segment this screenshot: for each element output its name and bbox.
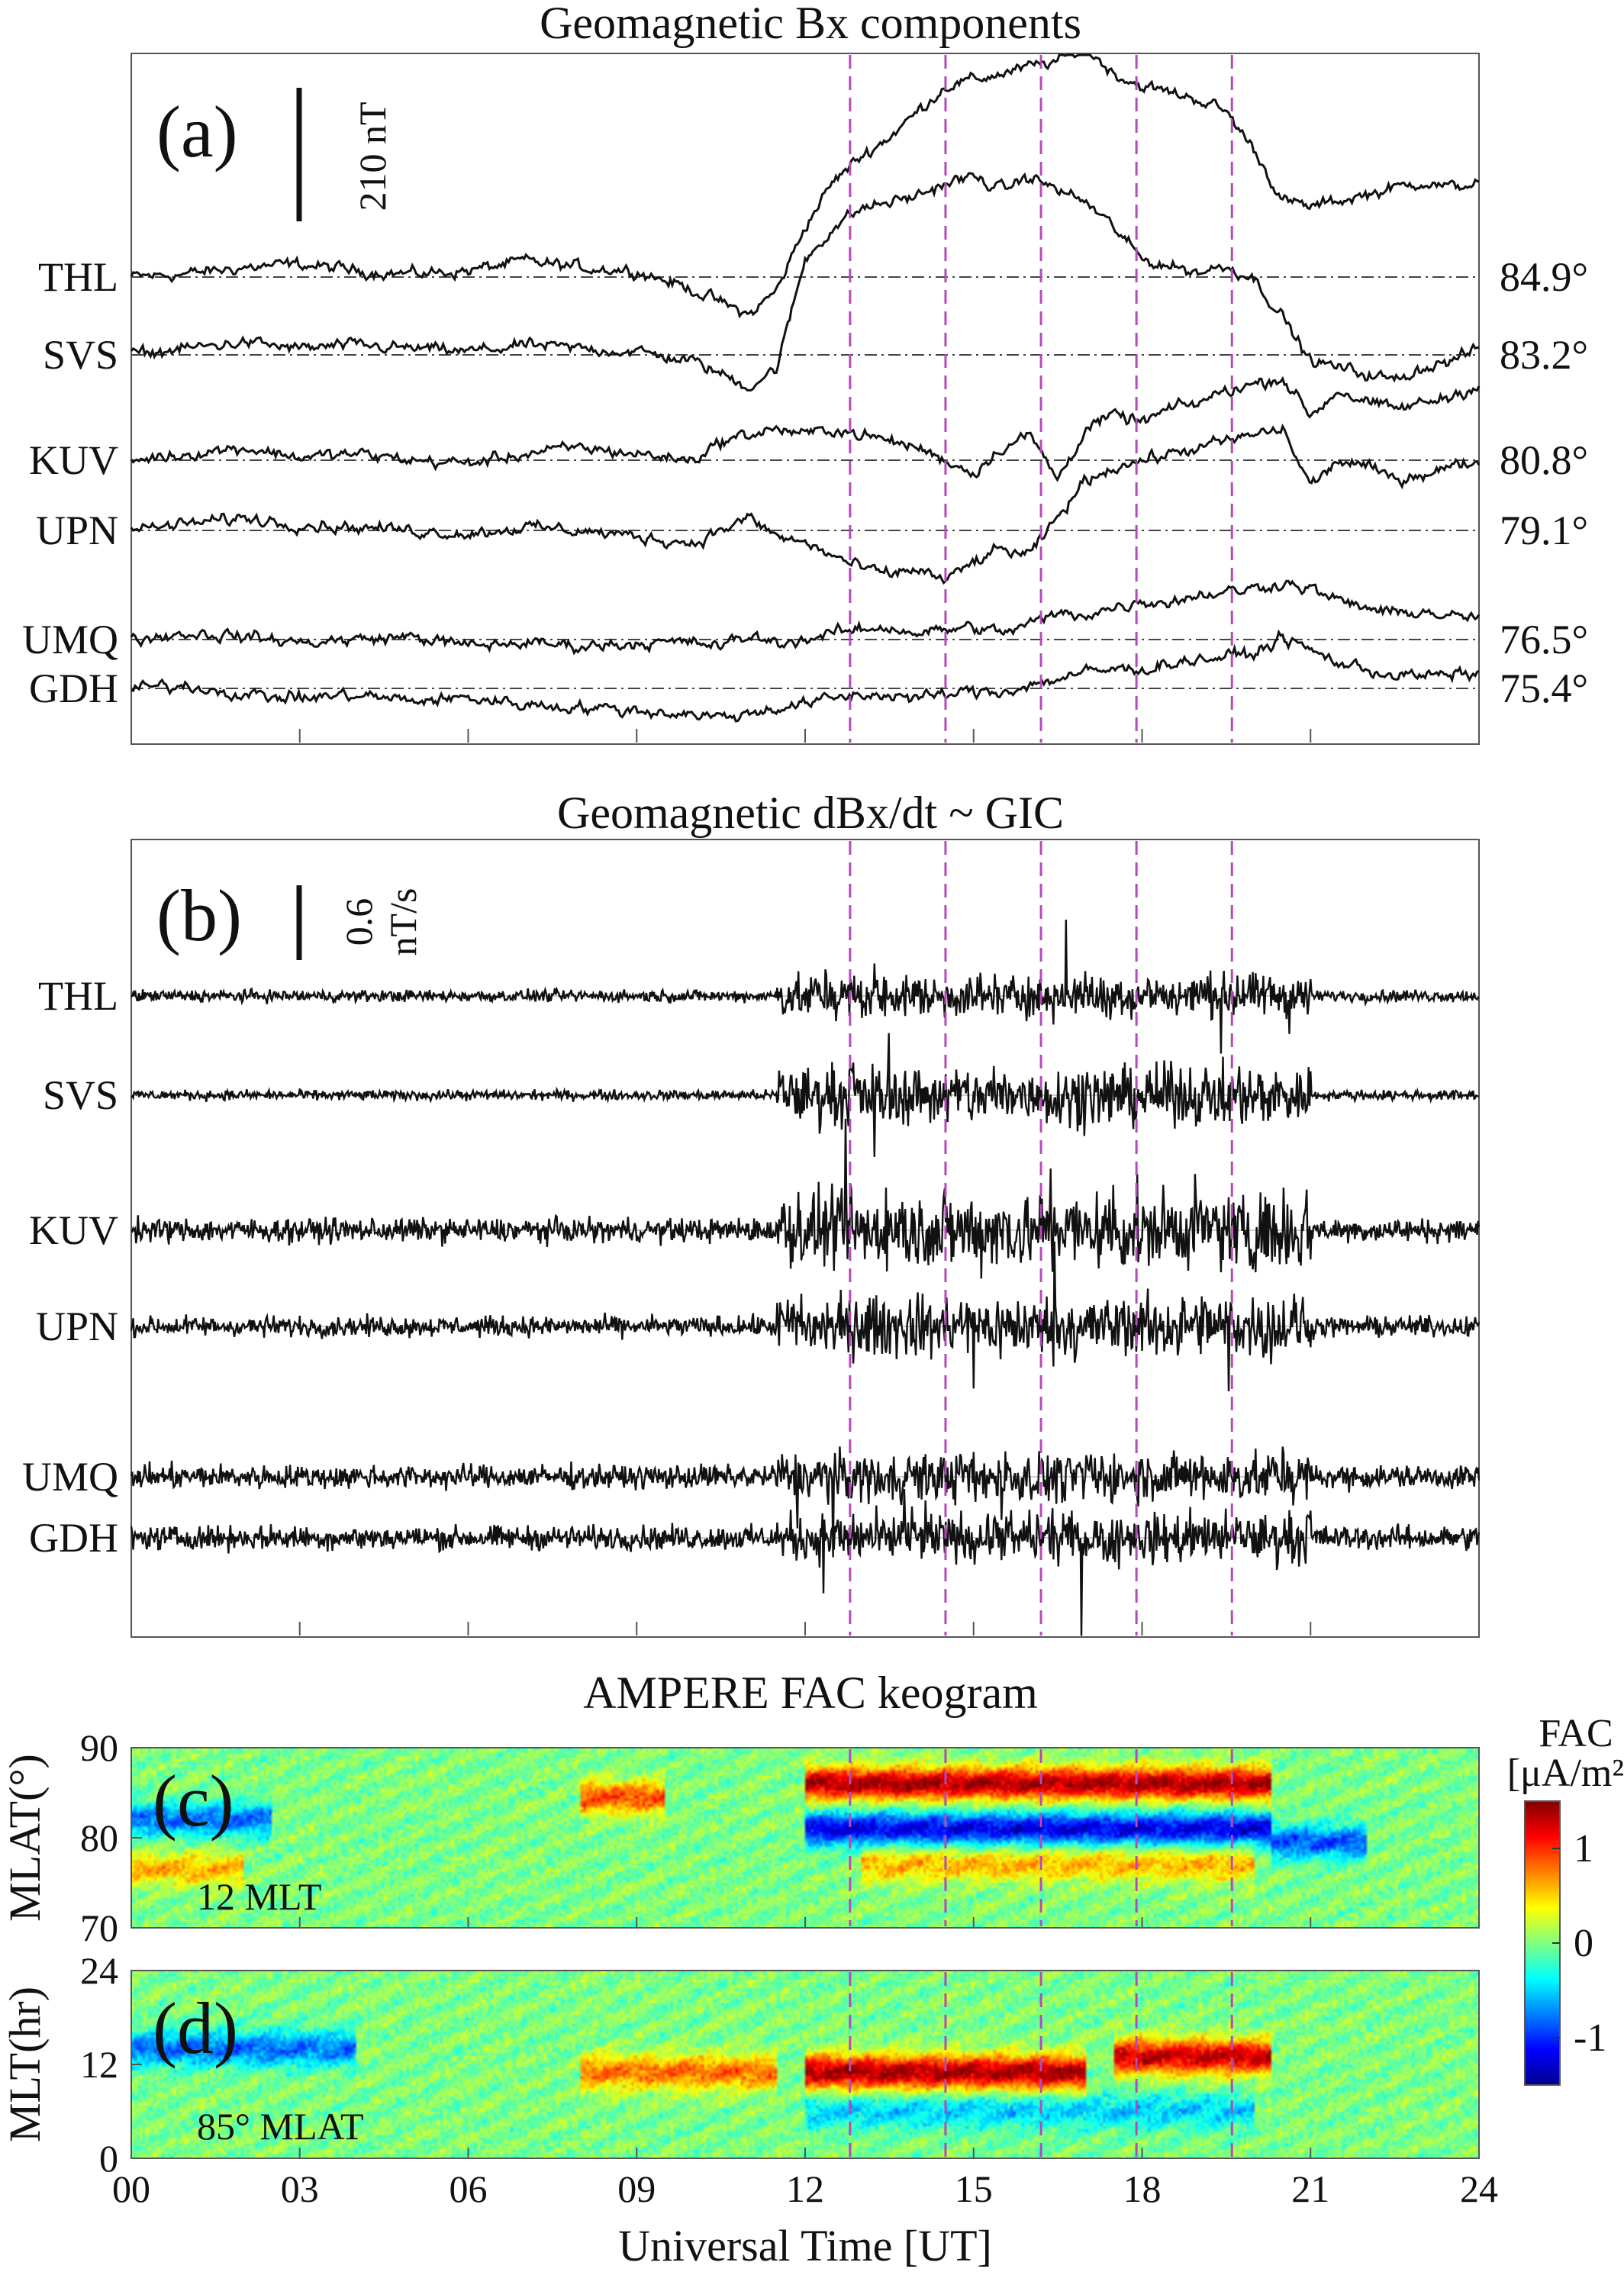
panel-b-event-lines bbox=[849, 841, 1233, 1636]
station-label-upn: UPN bbox=[36, 508, 118, 553]
station-label-b-upn: UPN bbox=[36, 1304, 118, 1349]
panel-a-frame bbox=[130, 53, 1480, 745]
colorbar-label-name: FAC bbox=[1539, 1712, 1613, 1755]
trace-a-thl bbox=[130, 53, 1480, 319]
y-tick-label: 0 bbox=[99, 2137, 118, 2180]
trace-a-gdh bbox=[130, 629, 1480, 723]
y-tick-label: 70 bbox=[80, 1906, 118, 1949]
station-mlat-kuv: 80.8° bbox=[1500, 437, 1588, 483]
panel-d-x-ticks bbox=[130, 2148, 1480, 2158]
panel-c-keogram-12mlt: 70 80 90 (c) 12 MLT MLAT(°) bbox=[0, 1726, 1480, 1949]
trace-b-thl bbox=[130, 920, 1480, 1054]
station-label-umq: UMQ bbox=[22, 617, 118, 662]
panel-a-label: (a) bbox=[156, 91, 238, 172]
station-label-b-svs: SVS bbox=[43, 1072, 118, 1118]
colorbar: 1 0 -1 FAC [μA/m²] bbox=[1507, 1712, 1624, 2086]
trace-b-svs bbox=[130, 1033, 1480, 1157]
panel-a-title: Geomagnetic Bx components bbox=[540, 0, 1081, 48]
station-label-b-umq: UMQ bbox=[22, 1454, 118, 1500]
station-label-b-kuv: KUV bbox=[29, 1207, 118, 1253]
panel-b-x-ticks bbox=[130, 1622, 1480, 1636]
y-tick-label: 90 bbox=[80, 1726, 118, 1769]
panel-b-dbdt: THL SVS KUV UPN UMQ GDH (b) 0.6 nT/s bbox=[22, 839, 1481, 1638]
panel-c-annotation: 12 MLT bbox=[197, 1875, 321, 1918]
panel-c-label: (c) bbox=[153, 1760, 234, 1842]
trace-a-svs bbox=[130, 172, 1480, 392]
panel-d-y-ticks: 0 12 24 bbox=[80, 1949, 142, 2180]
x-tick-label-09: 09 bbox=[617, 2167, 656, 2210]
station-label-thl: THL bbox=[38, 254, 118, 300]
panel-c-ylabel: MLAT(°) bbox=[0, 1754, 50, 1922]
colorbar-tick-label: 0 bbox=[1574, 1922, 1593, 1965]
panel-d-heatmap bbox=[131, 1971, 1479, 2158]
panel-b-scale-unit: nT/s bbox=[382, 888, 424, 956]
x-tick-label-00: 00 bbox=[112, 2167, 150, 2210]
panel-c-y-ticks: 70 80 90 bbox=[80, 1726, 142, 1949]
panel-d-label: (d) bbox=[153, 1987, 238, 2069]
panel-c-title: AMPERE FAC keogram bbox=[583, 1668, 1038, 1718]
panel-d-event-lines bbox=[849, 1972, 1233, 2157]
panel-a-bx: THL 84.9° SVS 83.2° KUV 80.8° UPN 79.1° UMQ 76.5°… bbox=[22, 53, 1588, 745]
x-tick-label-12: 12 bbox=[786, 2167, 824, 2210]
x-tick-label-06: 06 bbox=[450, 2167, 488, 2210]
station-mlat-gdh: 75.4° bbox=[1500, 665, 1588, 711]
station-mlat-svs: 83.2° bbox=[1500, 332, 1588, 378]
station-label-kuv: KUV bbox=[29, 437, 118, 483]
station-mlat-upn: 79.1° bbox=[1500, 508, 1588, 553]
panel-b-station-labels: THL SVS KUV UPN UMQ GDH bbox=[22, 973, 118, 1561]
x-tick-label-03: 03 bbox=[281, 2167, 319, 2210]
colorbar-ticks: 1 0 -1 bbox=[1552, 1827, 1606, 2060]
panel-d-keogram-85mlat: 0 12 24 00 03 06 09 12 15 18 21 24 (d) 85° MLAT ML… bbox=[0, 1949, 1498, 2210]
station-mlat-umq: 76.5° bbox=[1500, 617, 1588, 662]
y-tick-label: 12 bbox=[80, 2043, 118, 2086]
x-tick-label-18: 18 bbox=[1123, 2167, 1162, 2210]
station-label-gdh: GDH bbox=[29, 665, 118, 711]
trace-b-umq bbox=[130, 1446, 1481, 1558]
station-mlat-thl: 84.9° bbox=[1500, 254, 1588, 300]
panel-b-traces bbox=[130, 920, 1481, 1636]
station-label-svs: SVS bbox=[43, 332, 118, 378]
trace-b-gdh bbox=[130, 1489, 1481, 1636]
y-tick-label: 24 bbox=[80, 1949, 118, 1992]
panel-a-x-ticks bbox=[130, 729, 1480, 743]
trace-a-upn bbox=[130, 423, 1481, 585]
panel-c-x-ticks bbox=[130, 1917, 1480, 1928]
panel-d-ylabel: MLT(hr) bbox=[0, 1987, 50, 2142]
panel-c-event-lines bbox=[849, 1749, 1233, 1926]
panel-a-scale-label: 210 nT bbox=[351, 102, 394, 211]
panel-b-scale-value: 0.6 bbox=[337, 898, 380, 946]
trace-a-umq bbox=[130, 579, 1481, 656]
panel-c-heatmap bbox=[131, 1748, 1479, 1928]
x-tick-labels: 00 03 06 09 12 15 18 21 24 bbox=[112, 2167, 1498, 2210]
colorbar-tick-label: -1 bbox=[1574, 2016, 1606, 2060]
x-tick-label-15: 15 bbox=[955, 2167, 993, 2210]
station-label-b-thl: THL bbox=[38, 973, 118, 1019]
y-tick-label: 80 bbox=[80, 1816, 118, 1859]
trace-b-kuv bbox=[130, 1118, 1481, 1279]
panel-b-title: Geomagnetic dBx/dt ~ GIC bbox=[557, 788, 1064, 838]
trace-b-upn bbox=[130, 1241, 1481, 1392]
panel-a-traces bbox=[130, 53, 1481, 723]
x-tick-label-21: 21 bbox=[1291, 2167, 1329, 2210]
station-label-b-gdh: GDH bbox=[29, 1515, 118, 1561]
colorbar-label-unit: [μA/m²] bbox=[1507, 1752, 1624, 1795]
panel-b-label: (b) bbox=[156, 875, 242, 956]
trace-a-kuv bbox=[130, 375, 1481, 482]
colorbar-tick-label: 1 bbox=[1574, 1827, 1593, 1871]
panel-d-annotation: 85° MLAT bbox=[197, 2105, 364, 2148]
panel-a-event-lines bbox=[849, 55, 1233, 743]
x-axis-label: Universal Time [UT] bbox=[618, 2221, 992, 2270]
x-tick-label-24: 24 bbox=[1460, 2167, 1498, 2210]
panel-a-station-labels: THL 84.9° SVS 83.2° KUV 80.8° UPN 79.1° UMQ 76.5°… bbox=[22, 254, 1588, 711]
